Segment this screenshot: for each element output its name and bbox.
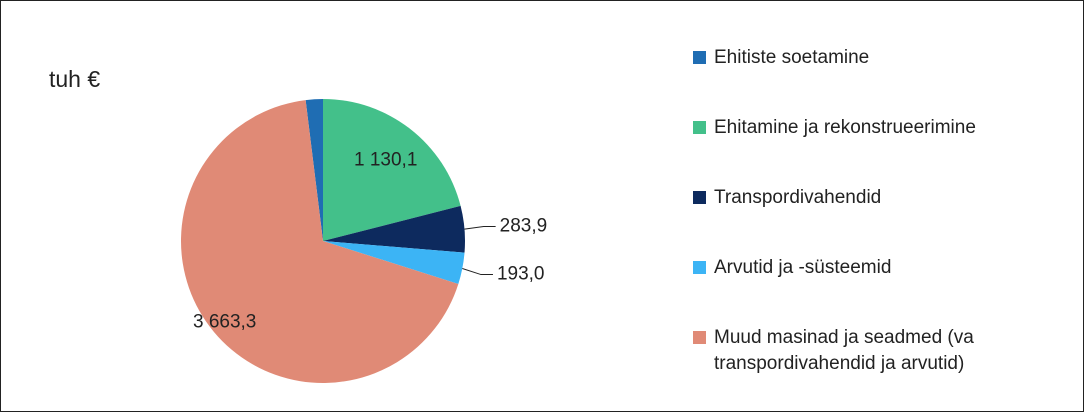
legend-label: Transpordivahendid: [714, 187, 882, 208]
legend-item: Ehitiste soetamine: [693, 45, 1053, 115]
legend-item: Transpordivahendid: [693, 185, 1053, 255]
leader-line: [462, 268, 493, 276]
legend-item: Ehitamine ja rekonstrueerimine: [693, 115, 1053, 185]
legend-swatch: [693, 331, 706, 344]
pie-slice: [323, 205, 465, 253]
data-label: 1 130,1: [354, 149, 417, 170]
legend-swatch: [693, 191, 706, 204]
legend-label: Arvutid ja -süsteemid: [714, 257, 892, 278]
leader-line: [464, 225, 496, 230]
pie-slice: [323, 241, 465, 284]
legend-swatch: [693, 121, 706, 134]
chart-title: tuh €: [49, 66, 100, 92]
data-label: 3 663,3: [193, 312, 256, 333]
legend-label: Ehitamine ja rekonstrueerimine: [714, 117, 976, 138]
pie-slice: [180, 100, 459, 384]
legend-item: Arvutid ja -süsteemid: [693, 255, 1053, 325]
data-label: 193,0: [497, 264, 545, 285]
legend-item: Muud masinad ja seadmed (va transpordiva…: [693, 325, 1053, 395]
pie-slice: [305, 99, 323, 241]
pie-slice: [323, 99, 461, 241]
legend-swatch: [693, 261, 706, 274]
data-label: 283,9: [500, 215, 548, 236]
legend-swatch: [693, 51, 706, 64]
legend: Ehitiste soetamine Ehitamine ja rekonstru…: [693, 45, 1053, 395]
legend-label: Muud masinad ja seadmed (va transpordiva…: [714, 327, 974, 374]
legend-label: Ehitiste soetamine: [714, 47, 870, 68]
